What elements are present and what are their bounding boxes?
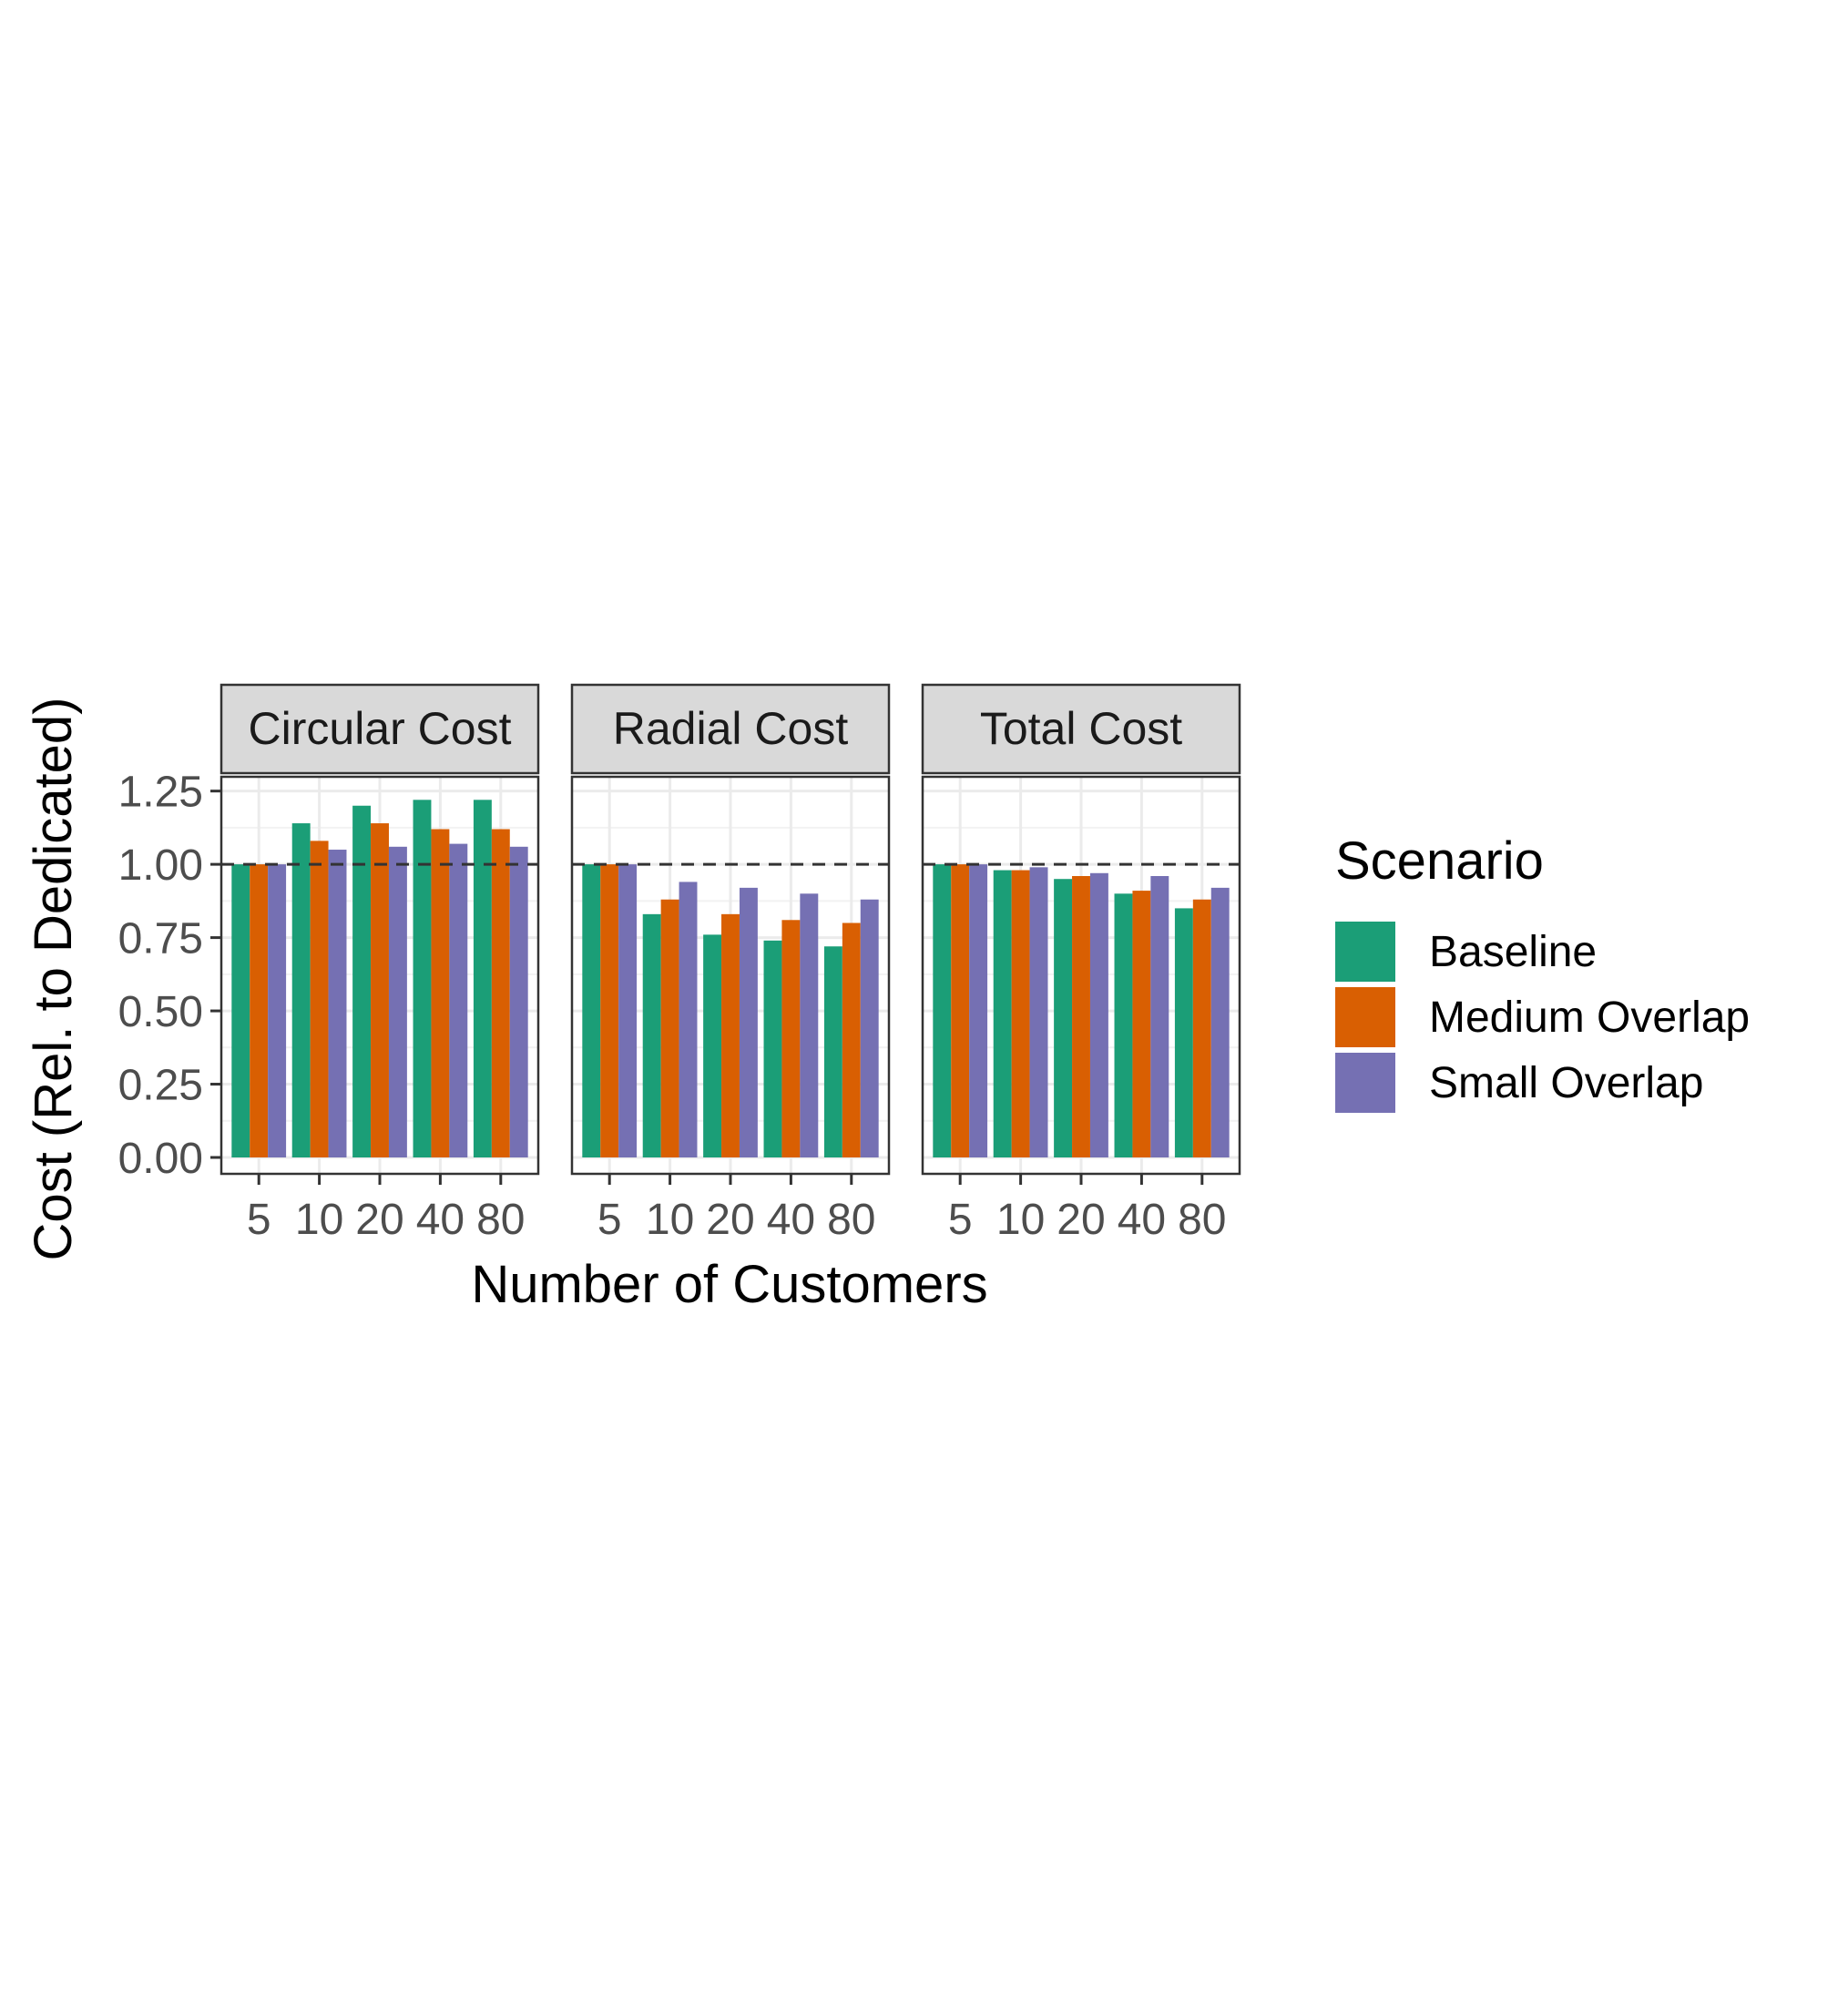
x-tick-label: 80 [827,1196,875,1244]
x-tick-label: 10 [646,1196,694,1244]
x-tick-label: 20 [1057,1196,1105,1244]
legend-label: Small Overlap [1429,1059,1703,1107]
facet-strip [921,683,1241,775]
y-tick-label: 1.25 [118,769,203,817]
bar [642,913,661,1157]
y-tick-label: 0.25 [118,1062,203,1110]
x-tick-label: 10 [996,1196,1045,1244]
panel-2: Total Cost 5 10 20 40 80 [921,683,1241,1244]
bar [268,864,287,1157]
x-tick-label: 5 [597,1196,622,1244]
bar [660,899,679,1157]
y-tick-label: 0.50 [118,988,203,1036]
bar [1011,870,1030,1157]
bar [800,893,819,1157]
x-tick-label: 5 [247,1196,271,1244]
bar [993,870,1012,1157]
bar [933,864,952,1157]
bar [721,913,740,1157]
bar [352,805,372,1157]
y-tick-label: 0.75 [118,915,203,963]
facet-title: Circular Cost [249,703,512,754]
legend-label: Baseline [1429,928,1597,976]
bar [1029,867,1048,1157]
x-axis-label: Number of Customers [471,1255,987,1314]
bar [291,823,311,1157]
bar [1174,908,1193,1157]
legend-label: Medium Overlap [1429,994,1750,1042]
x-tick-label: 40 [767,1196,815,1244]
bar [781,920,801,1157]
bar [371,823,389,1157]
bar [618,864,638,1157]
bar [1089,872,1108,1157]
bar [310,841,329,1157]
x-tick-label: 10 [295,1196,343,1244]
bar [1072,876,1090,1157]
bar [703,934,722,1157]
bar [860,899,879,1157]
legend: Scenario Baseline Medium Overlap Small Ove… [1335,831,1750,1113]
y-tick-label: 1.00 [118,841,203,890]
bar [449,843,468,1157]
legend-title: Scenario [1335,831,1544,891]
x-tick-label: 20 [706,1196,754,1244]
x-tick-label: 5 [948,1196,973,1244]
bar [1054,879,1073,1157]
x-tick-label: 80 [1178,1196,1226,1244]
y-tick-label: 0.00 [118,1135,203,1183]
bar [231,864,250,1157]
bar [473,800,492,1157]
y-axis-label: Cost (Rel. to Dedicated) [24,698,83,1261]
bar [431,829,450,1157]
bar [823,946,842,1157]
bar [1210,887,1230,1157]
bar [509,846,528,1157]
bar [491,829,510,1157]
bar [969,864,988,1157]
bar [1192,899,1211,1157]
facet-title: Total Cost [980,703,1182,754]
bar [582,864,601,1157]
x-tick-label: 40 [1118,1196,1166,1244]
bar [388,846,407,1157]
bar [600,864,619,1157]
x-tick-label: 80 [476,1196,525,1244]
panel-1: Radial Cost 5 10 20 40 80 [570,683,891,1244]
x-tick-label: 20 [355,1196,403,1244]
x-tick-label: 40 [416,1196,465,1244]
legend-swatch [1335,922,1395,982]
bar [763,940,782,1157]
facet-strip [570,683,891,775]
bar [413,800,432,1157]
bar [1114,893,1133,1157]
bar [1150,876,1169,1157]
bar [739,887,758,1157]
facet-strip [220,683,540,775]
bar [951,864,970,1157]
panel-0: Circular Cost 5 10 20 40 80 0.00 0.25 0.50 0.75 1.… [118,683,540,1244]
legend-swatch [1335,1053,1395,1113]
bar [842,922,861,1157]
bar [679,882,698,1157]
facet-title: Radial Cost [613,703,849,754]
legend-swatch [1335,987,1395,1047]
bar [250,864,269,1157]
bar [328,850,347,1157]
bar [1132,891,1151,1157]
